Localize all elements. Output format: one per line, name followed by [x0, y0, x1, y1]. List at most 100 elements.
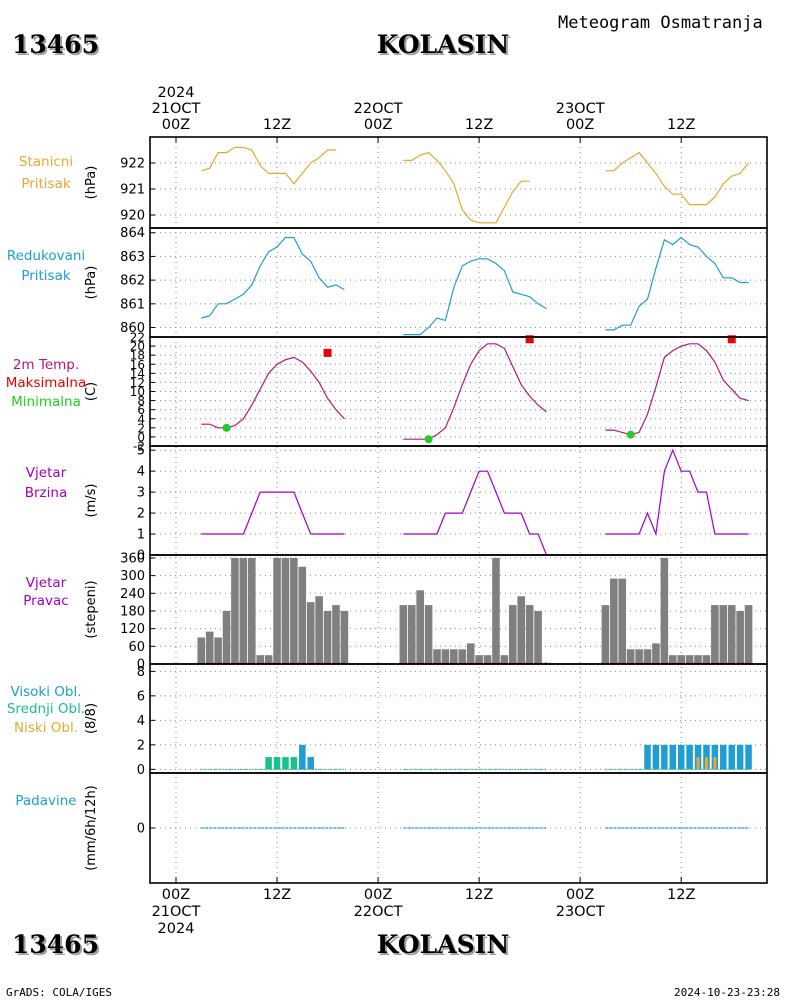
time-label-top-3-0: 12Z [465, 117, 493, 133]
cloud-bar-1-1 [273, 757, 281, 770]
temperature-series-line-0 [201, 356, 345, 429]
cloud-bar-0-7 [686, 744, 693, 770]
wind_speed-series-line-0 [201, 491, 345, 535]
wind-direction-bar-52 [736, 610, 744, 664]
temperature-panel-frame [149, 336, 768, 447]
wind-direction-bar-45 [677, 655, 685, 664]
wind-direction-bar-8 [264, 655, 273, 664]
reduced_pressure-ytick-label-0: 860 [120, 321, 145, 336]
time-label-bottom-4-0: 00Z [566, 887, 594, 903]
wind-direction-bar-44 [668, 655, 677, 664]
cloud-bar-0-2 [644, 744, 651, 770]
wind-direction-bar-36 [601, 605, 610, 664]
station_pressure-ytick-label-1: 921 [120, 183, 145, 198]
cloud-bar-0-3 [652, 744, 660, 770]
reduced_pressure-series-line-1 [403, 258, 547, 336]
time-label-bottom-3-0: 12Z [465, 887, 493, 903]
wind-direction-bar-39 [626, 649, 635, 664]
wind_speed-label-line-0: Vjetar [26, 465, 67, 481]
wind_direction-label-line-1: Pravac [23, 593, 68, 609]
reduced_pressure-panel-frame [149, 227, 768, 338]
wind_speed-ytick-label-3: 3 [137, 486, 145, 501]
clouds-ytick-label-1: 2 [137, 738, 145, 753]
station_pressure-series-line-0 [201, 146, 336, 185]
time-label-top-4-0: 23OCT [556, 101, 605, 117]
temperature-series-line-2 [605, 343, 749, 436]
temperature-ytick-label-11: 20 [130, 340, 145, 354]
wind-direction-bar-51 [727, 605, 736, 664]
wind-direction-bar-7 [256, 655, 264, 664]
temperature-ytick-label-9: 16 [130, 358, 145, 372]
cloud-bar-0-4 [661, 744, 668, 770]
wind_direction-ytick-label-4: 240 [120, 587, 145, 602]
wind-direction-bar-48 [702, 655, 711, 664]
wind-direction-bar-50 [719, 605, 728, 664]
cloud-bar-0-12 [728, 744, 735, 770]
temperature-label-line-2: Minimalna [11, 394, 81, 410]
reduced_pressure-ytick-label-1: 861 [120, 297, 145, 312]
wind-direction-bar-17 [340, 610, 349, 664]
reduced_pressure-label-line-1: Pritisak [21, 268, 71, 284]
wind-direction-bar-25 [458, 649, 467, 664]
reduced_pressure-ytick-label-3: 863 [120, 250, 145, 265]
temperature-ytick-label-6: 10 [130, 385, 145, 399]
clouds-ytick-label-2: 4 [137, 714, 145, 729]
wind_direction-ytick-label-5: 300 [120, 569, 145, 584]
time-label-top-1-0: 12Z [263, 117, 291, 133]
wind-direction-bar-47 [694, 655, 702, 664]
wind-direction-bar-34 [534, 610, 542, 664]
wind-direction-bar-19 [407, 605, 416, 664]
wind-direction-bar-24 [450, 649, 458, 664]
wind_speed-panel-frame [149, 445, 768, 556]
station-id: 13465 [12, 30, 99, 59]
wind-direction-bar-18 [399, 605, 408, 664]
wind_speed-ytick-label-5: 5 [137, 444, 145, 459]
station_pressure-series-line-5 [605, 151, 750, 206]
cloud-bar-0-6 [677, 744, 685, 770]
wind_speed-label-line-1: Brzina [25, 485, 67, 501]
wind_speed-ytick-label-4: 4 [137, 465, 145, 480]
wind_direction-ytick-label-1: 60 [128, 640, 145, 655]
cloud-bar-1-2 [282, 757, 289, 770]
temperature-ytick-label-3: 4 [137, 412, 145, 426]
wind-direction-bar-11 [290, 557, 298, 664]
wind_speed-unit-label: (m/s) [84, 484, 99, 518]
cloud-bar-1-0 [265, 757, 272, 770]
temperature-ytick-label-4: 6 [137, 403, 145, 417]
wind_direction-ytick-label-2: 120 [120, 622, 145, 637]
temperature-ytick-label-5: 8 [137, 394, 145, 408]
wind-direction-bar-32 [517, 596, 526, 664]
cloud-bar-1-3 [290, 757, 298, 770]
min-temp-marker-1 [424, 435, 433, 444]
wind-direction-bar-2 [214, 637, 222, 664]
reduced_pressure-ytick-label-4: 864 [120, 226, 145, 241]
reduced_pressure-ytick-label-2: 862 [120, 274, 145, 289]
wind_direction-ytick-label-6: 360 [120, 551, 145, 566]
wind-direction-bar-13 [306, 602, 315, 664]
generation-timestamp: 2024-10-23-23:28 [674, 986, 780, 999]
cloud-bar-0-11 [720, 744, 727, 770]
wind-direction-bar-5 [239, 557, 248, 664]
cloud-bar-2-1 [704, 757, 708, 770]
wind-direction-bar-1 [205, 631, 214, 664]
precipitation-panel-frame [149, 772, 768, 884]
wind-direction-bar-0 [197, 637, 206, 664]
temperature-ytick-label-1: 0 [137, 430, 145, 444]
time-label-top-2-1: 00Z [364, 117, 392, 133]
reduced_pressure-unit-label: (hPa) [84, 266, 99, 300]
max-temp-marker-2 [727, 335, 736, 344]
precipitation-ytick-label-0: 0 [137, 822, 145, 837]
wind-direction-bar-9 [273, 557, 281, 664]
reduced_pressure-series-line-0 [201, 236, 345, 319]
wind_direction-ytick-label-0: 0 [137, 658, 145, 673]
time-label-bottom-4-1: 23OCT [556, 904, 605, 920]
wind-direction-bar-30 [500, 655, 509, 664]
wind-direction-bar-21 [424, 605, 433, 664]
wind-direction-bar-4 [231, 557, 239, 664]
time-label-top-4-1: 00Z [566, 117, 594, 133]
temperature-ytick-label-0: -2 [133, 440, 145, 454]
wind-direction-bar-53 [744, 605, 753, 664]
station_pressure-ytick-label-2: 922 [120, 157, 145, 172]
wind-direction-bar-42 [652, 643, 660, 664]
